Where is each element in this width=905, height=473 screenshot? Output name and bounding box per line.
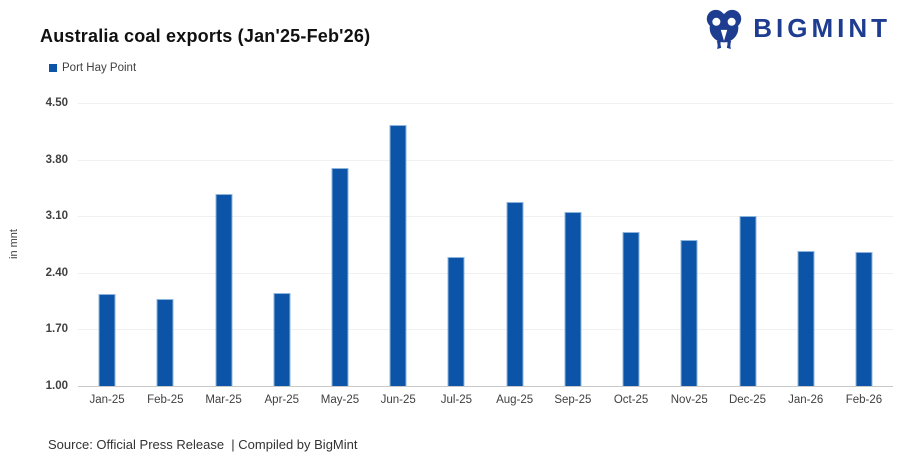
x-tick-label: Oct-25 xyxy=(613,394,649,406)
chart-title: Australia coal exports (Jan'25-Feb'26) xyxy=(40,26,371,46)
bar-sep-25 xyxy=(564,212,582,386)
y-tick-label: 2.40 xyxy=(45,266,68,279)
bar-slot xyxy=(369,103,427,386)
x-tick-label: Jan-25 xyxy=(89,394,125,406)
bar-dec-25 xyxy=(739,216,757,386)
bar-slot xyxy=(544,103,602,386)
bar-slot xyxy=(486,103,544,386)
bar-slot xyxy=(78,103,136,386)
y-tick-label: 1.00 xyxy=(45,380,68,392)
legend-label: Port Hay Point xyxy=(62,62,137,74)
gridline xyxy=(78,103,893,104)
x-tick-label: Aug-25 xyxy=(496,394,534,406)
x-tick-label: Jun-25 xyxy=(380,394,416,406)
bar-slot xyxy=(136,103,194,386)
x-tick-label: Sep-25 xyxy=(554,394,592,406)
bar-aug-25 xyxy=(506,201,524,386)
bar-may-25 xyxy=(331,167,349,386)
y-tick-label: 3.10 xyxy=(45,210,68,223)
x-tick-label: Apr-25 xyxy=(264,394,300,406)
bar-jun-25 xyxy=(389,124,407,386)
x-axis-baseline xyxy=(78,386,893,387)
bar-feb-25 xyxy=(156,299,174,386)
bar-slot xyxy=(835,103,893,386)
y-tick-label: 3.80 xyxy=(45,153,68,166)
bar-slot xyxy=(253,103,311,386)
bar-jul-25 xyxy=(447,256,465,386)
bar-slot xyxy=(311,103,369,386)
x-tick-label: Feb-26 xyxy=(845,394,883,406)
bar-slot xyxy=(718,103,776,386)
x-axis-labels: Jan-25 Feb-25 Mar-25 Apr-25 May-25 Jun-25 Jul-… xyxy=(78,394,893,406)
bar-slot xyxy=(777,103,835,386)
bigmint-logo-text: BIGMINT xyxy=(753,12,891,43)
x-tick-label: May-25 xyxy=(320,394,360,406)
bar-slot xyxy=(427,103,485,386)
x-tick-label: Jul-25 xyxy=(440,394,473,406)
gridline xyxy=(78,329,893,331)
bar-slot xyxy=(602,103,660,386)
chart-legend: Port Hay Point xyxy=(49,62,136,74)
x-tick-label: Mar-25 xyxy=(205,394,242,406)
bigmint-logo: BIGMINT xyxy=(702,6,891,50)
bigmint-logo-icon xyxy=(707,9,742,50)
y-tick-label: 4.50 xyxy=(45,97,68,109)
x-tick-label: Jan-26 xyxy=(788,394,824,406)
y-tick-label: 1.70 xyxy=(45,323,68,336)
legend-swatch-icon xyxy=(49,64,57,72)
bar-nov-25 xyxy=(680,239,698,386)
plot-area xyxy=(78,103,893,387)
x-tick-label: Nov-25 xyxy=(670,394,708,406)
gridline xyxy=(78,216,893,218)
y-axis-title: in mnt xyxy=(8,229,20,259)
bar-slot xyxy=(660,103,718,386)
bar-apr-25 xyxy=(273,293,291,386)
gridline xyxy=(78,272,893,274)
gridline xyxy=(78,159,893,161)
source-note: Source: Official Press Release | Compile… xyxy=(48,437,358,452)
bar-jan-25 xyxy=(98,293,116,386)
bar-feb-26 xyxy=(855,251,873,386)
bar-mar-25 xyxy=(215,194,233,386)
bar-slot xyxy=(194,103,252,386)
bar-series xyxy=(78,103,893,386)
x-tick-label: Dec-25 xyxy=(728,394,767,406)
bar-jan-26 xyxy=(797,250,815,386)
bar-oct-25 xyxy=(622,232,640,386)
x-tick-label: Feb-25 xyxy=(147,394,184,406)
y-axis-ticks: 1.00 1.70 2.40 3.10 3.80 4.50 xyxy=(22,97,68,392)
